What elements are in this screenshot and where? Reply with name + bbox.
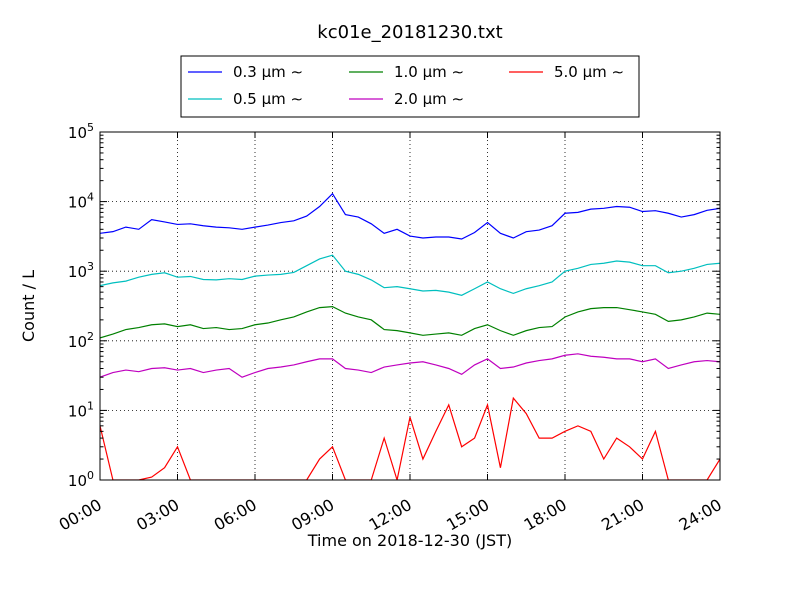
y-tick-label: 100 [68,469,94,490]
y-tick-label: 103 [68,260,94,281]
legend-label-3: 2.0 μm ∼ [394,90,464,108]
ticks-layer [99,131,721,481]
legend-label-0: 0.3 μm ∼ [233,63,303,81]
x-axis-label: Time on 2018-12-30 (JST) [307,531,512,550]
legend-label-2: 1.0 μm ∼ [394,63,464,81]
y-tick-exponent: 2 [87,330,94,343]
y-tick-base: 10 [68,124,87,142]
y-tick-base: 10 [68,402,87,420]
series-line-1 [100,254,720,296]
y-axis-label: Count / L [19,270,38,342]
grid-layer [100,132,720,480]
y-tick-base: 10 [68,472,87,490]
series-line-4 [100,396,720,480]
legend-label-4: 5.0 μm ∼ [554,63,624,81]
y-tick-label: 101 [68,399,94,420]
y-tick-exponent: 3 [87,260,94,273]
series-layer [100,192,720,480]
y-tick-exponent: 0 [87,469,94,482]
y-tick-label: 104 [68,191,94,212]
chart-title: kc01e_20181230.txt [317,22,502,43]
y-tick-exponent: 5 [87,121,94,134]
y-tick-base: 10 [68,333,87,351]
y-tick-label: 105 [68,121,94,142]
legend-box [180,55,640,118]
series-line-0 [100,192,720,240]
series-line-3 [100,353,720,378]
legend-label-1: 0.5 μm ∼ [233,90,303,108]
y-tick-exponent: 1 [87,399,94,412]
legend: 0.3 μm ∼ 0.5 μm ∼ 1.0 μm ∼ 2.0 μm ∼ 5.0 μm ∼ [180,55,640,118]
y-tick-base: 10 [68,263,87,281]
y-tick-exponent: 4 [87,191,94,204]
y-tick-label: 102 [68,330,94,351]
legend-items: 0.3 μm ∼ 0.5 μm ∼ 1.0 μm ∼ 2.0 μm ∼ 5.0 μm ∼ [188,63,624,108]
y-tick-base: 10 [68,194,87,212]
series-line-2 [100,305,720,339]
